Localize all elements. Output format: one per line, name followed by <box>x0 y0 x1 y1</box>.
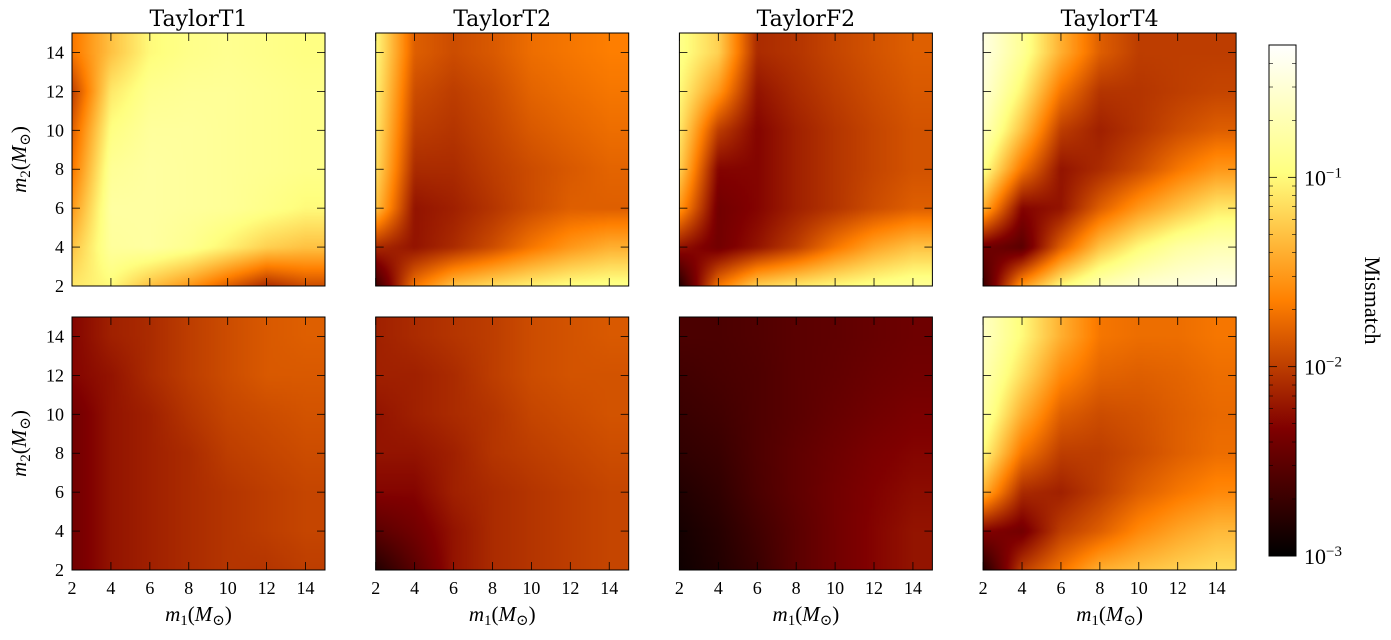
panel-taylorf2-row2: 2 4 6 8 10 12 14 m1(M⊙) <box>675 316 933 629</box>
panel-title: TaylorT4 <box>1061 7 1159 32</box>
heatmap-image <box>72 33 325 286</box>
panels-layer: TaylorT1 2 4 6 8 10 12 14 m2(M⊙) TaylorT2 TaylorF2… <box>7 7 1237 629</box>
x-tick-label: 2 <box>68 578 77 598</box>
x-tick-label: 4 <box>1018 578 1027 598</box>
x-axis-label: m1(M⊙) <box>165 602 232 629</box>
y-tick-label: 2 <box>55 276 64 296</box>
colorbar-frame <box>1268 44 1297 557</box>
x-tick-label: 6 <box>145 578 154 598</box>
x-tick-label: 12 <box>561 578 579 598</box>
panel-frame <box>375 316 630 571</box>
panel-taylort1-row2: 2 4 6 8 10 12 14 m2(M⊙) 2 4 6 8 10 12 14 m1(M⊙) <box>7 316 326 629</box>
heatmap-image <box>679 33 933 286</box>
panel-taylort4-row2: 2 4 6 8 10 12 14 m1(M⊙) <box>979 316 1237 629</box>
y-tick-label: 10 <box>46 120 64 140</box>
x-tick-label: 12 <box>258 578 276 598</box>
y-tick-label: 10 <box>46 404 64 424</box>
panel-title: TaylorF2 <box>757 7 856 32</box>
x-tick-label: 12 <box>1169 578 1187 598</box>
x-tick-label: 2 <box>675 578 684 598</box>
panel-taylorf2-row1: TaylorF2 <box>678 7 933 287</box>
colorbar-gradient <box>1269 45 1296 556</box>
panel-frame <box>375 32 630 287</box>
x-tick-label: 10 <box>522 578 540 598</box>
y-tick-label: 14 <box>46 42 64 62</box>
y-tick-label: 12 <box>46 81 64 101</box>
heatmap-image <box>983 33 1237 286</box>
colorbar-label: Mismatch <box>1360 257 1385 345</box>
x-tick-label: 14 <box>904 578 922 598</box>
x-tick-label: 14 <box>600 578 618 598</box>
y-tick-label: 2 <box>55 560 64 580</box>
x-tick-label: 8 <box>184 578 193 598</box>
panel-title: TaylorT2 <box>453 7 551 32</box>
x-tick-label: 2 <box>371 578 380 598</box>
x-tick-label: 14 <box>1208 578 1226 598</box>
panel-taylort2-row2: 2 4 6 8 10 12 14 m1(M⊙) <box>371 316 630 629</box>
x-axis-label: m1(M⊙) <box>469 602 536 629</box>
x-tick-label: 14 <box>297 578 315 598</box>
y-tick-label: 8 <box>55 443 64 463</box>
x-tick-label: 10 <box>1130 578 1148 598</box>
heatmap-image <box>72 317 325 570</box>
panel-frame <box>71 32 326 287</box>
heatmap-image <box>983 317 1237 570</box>
panel-taylort4-row1: TaylorT4 <box>982 7 1237 287</box>
panel-frame <box>982 316 1237 571</box>
colorbar: 10−3 10−2 10−1 Mismatch <box>1268 44 1385 569</box>
colorbar-tick-label: 10−1 <box>1304 165 1342 190</box>
x-tick-label: 12 <box>865 578 883 598</box>
y-tick-label: 4 <box>55 521 64 541</box>
x-tick-label: 8 <box>1095 578 1104 598</box>
x-tick-label: 8 <box>488 578 497 598</box>
heatmap-image <box>375 33 629 286</box>
y-axis-label: m2(M⊙) <box>7 126 34 193</box>
y-axis-label: m2(M⊙) <box>7 410 34 477</box>
panel-taylort1-row1: TaylorT1 2 4 6 8 10 12 14 m2(M⊙) <box>7 7 326 296</box>
panel-taylort2-row1: TaylorT2 <box>375 7 630 287</box>
panel-frame <box>71 316 326 571</box>
panel-title: TaylorT1 <box>150 7 248 32</box>
x-tick-label: 10 <box>826 578 844 598</box>
x-axis-label: m1(M⊙) <box>773 602 840 629</box>
colorbar-tick-label: 10−2 <box>1304 355 1342 380</box>
panel-frame <box>678 316 933 571</box>
heatmap-image <box>375 317 629 570</box>
y-tick-label: 12 <box>46 365 64 385</box>
x-tick-label: 6 <box>753 578 762 598</box>
x-tick-label: 2 <box>979 578 988 598</box>
x-tick-label: 10 <box>219 578 237 598</box>
y-tick-label: 4 <box>55 237 64 257</box>
x-tick-label: 6 <box>1056 578 1065 598</box>
x-tick-label: 4 <box>106 578 115 598</box>
x-tick-label: 8 <box>792 578 801 598</box>
heatmap-image <box>679 317 933 570</box>
y-tick-label: 6 <box>55 482 64 502</box>
y-tick-label: 14 <box>46 326 64 346</box>
x-tick-label: 4 <box>410 578 419 598</box>
x-axis-label: m1(M⊙) <box>1076 602 1143 629</box>
colorbar-tick-label: 10−3 <box>1304 544 1342 569</box>
x-tick-label: 6 <box>449 578 458 598</box>
y-tick-label: 6 <box>55 198 64 218</box>
panel-frame <box>982 32 1237 287</box>
panel-frame <box>678 32 933 287</box>
x-tick-label: 4 <box>714 578 723 598</box>
y-tick-label: 8 <box>55 159 64 179</box>
